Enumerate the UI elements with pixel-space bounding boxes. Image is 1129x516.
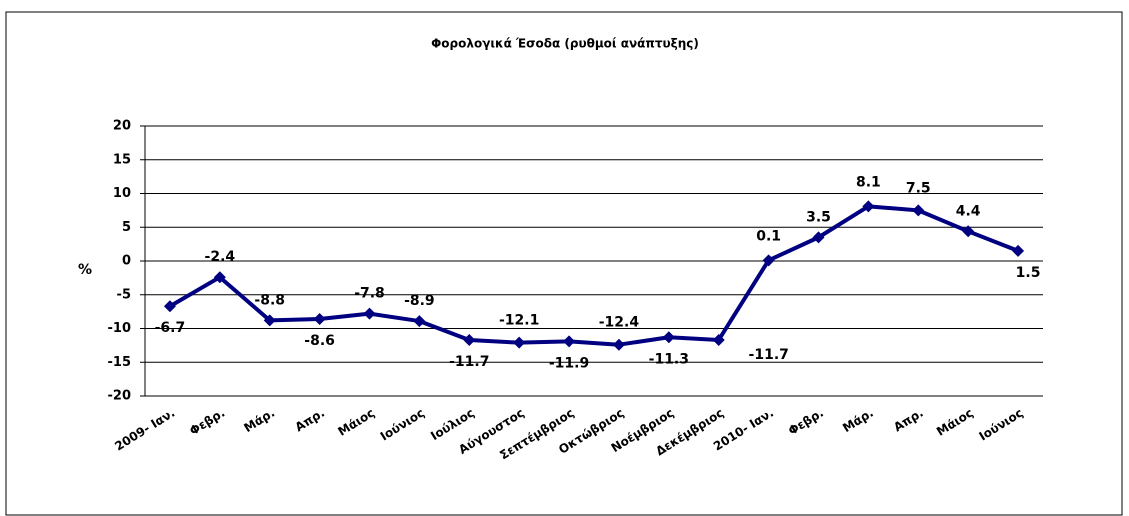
data-point <box>563 335 576 348</box>
data-label: -2.4 <box>205 249 236 265</box>
y-tick-label: -5 <box>117 287 131 302</box>
data-point <box>1012 244 1025 257</box>
data-point <box>612 338 625 351</box>
data-point <box>662 331 675 344</box>
y-axis-label: % <box>78 262 92 278</box>
data-label: -11.7 <box>749 347 789 363</box>
y-tick-label: 5 <box>122 220 131 235</box>
y-tick-label: 0 <box>122 254 131 269</box>
data-label: -11.3 <box>649 351 689 367</box>
data-label: -7.8 <box>354 286 385 302</box>
y-tick-label: 20 <box>113 119 131 134</box>
y-tick-label: -10 <box>108 321 132 336</box>
data-label: 8.1 <box>856 174 881 190</box>
data-point <box>363 307 376 320</box>
data-label: 4.4 <box>956 203 981 219</box>
y-tick-label: 15 <box>113 152 131 167</box>
y-tick-label: -15 <box>108 355 132 370</box>
data-point <box>862 200 875 213</box>
data-label: -11.9 <box>549 355 589 371</box>
data-point <box>513 336 526 349</box>
data-point <box>313 313 326 326</box>
chart-title: Φορολογικά Έσοδα (ρυθμοί ανάπτυξης) <box>431 37 699 51</box>
data-label: -11.7 <box>449 354 489 370</box>
data-label: -12.1 <box>499 313 539 329</box>
data-point <box>812 231 825 244</box>
data-point <box>263 314 276 327</box>
data-point <box>912 204 925 217</box>
data-label: -6.7 <box>155 320 186 336</box>
y-tick-label: 10 <box>113 186 131 201</box>
data-label: 3.5 <box>806 209 831 225</box>
data-line <box>168 204 1019 347</box>
data-point <box>413 315 426 328</box>
data-point <box>962 225 975 238</box>
data-point <box>762 254 775 267</box>
data-label: -8.6 <box>304 333 335 349</box>
data-point <box>163 300 176 313</box>
data-label: 7.5 <box>906 180 931 196</box>
data-point <box>463 333 476 346</box>
data-label: -8.9 <box>404 293 435 309</box>
data-label: 1.5 <box>1016 265 1041 281</box>
data-point <box>712 333 725 346</box>
y-tick-label: -20 <box>108 389 132 404</box>
data-point <box>213 271 226 284</box>
data-label: -12.4 <box>599 315 640 331</box>
chart-border <box>5 11 1123 516</box>
data-label: 0.1 <box>756 228 781 244</box>
data-label: -8.8 <box>254 292 285 308</box>
